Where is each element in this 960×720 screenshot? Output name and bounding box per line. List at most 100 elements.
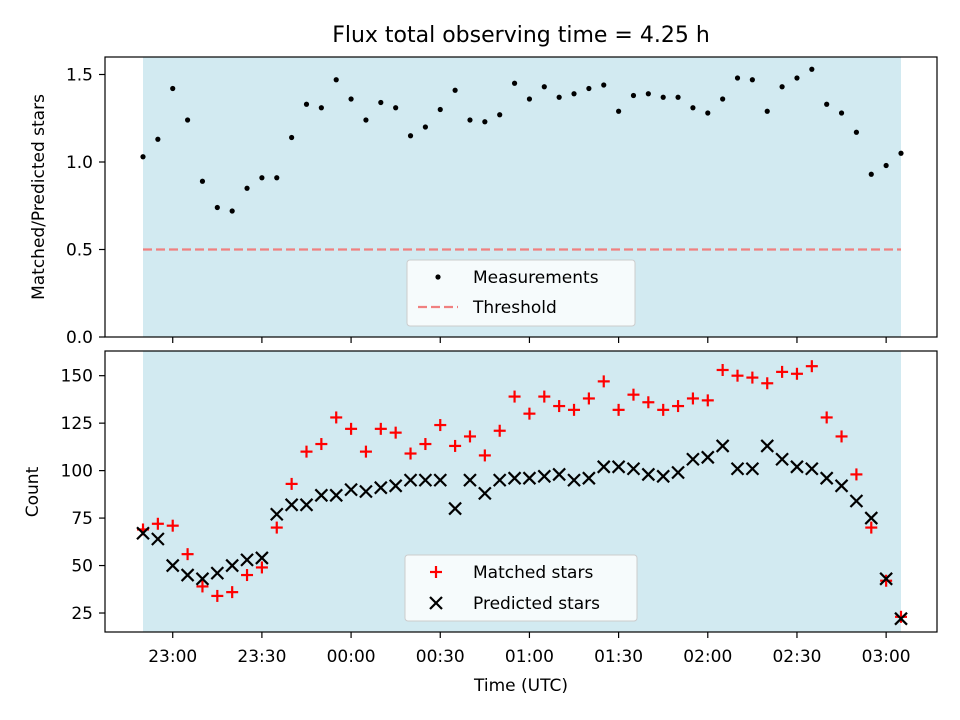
predicted-star-point bbox=[314, 488, 329, 503]
matched-star-point bbox=[419, 438, 432, 451]
measurement-point bbox=[497, 112, 503, 118]
predicted-star-point bbox=[507, 471, 522, 485]
predicted-star-point bbox=[463, 473, 477, 487]
predicted-star-point bbox=[626, 461, 641, 476]
measurement-point bbox=[660, 94, 666, 100]
predicted-star-point bbox=[656, 469, 670, 484]
predicted-star-point bbox=[552, 467, 566, 482]
x-tick-label: 02:00 bbox=[683, 647, 732, 667]
predicted-star-point bbox=[418, 473, 433, 487]
matched-star-point bbox=[166, 519, 179, 532]
top-legend: Measurements Threshold bbox=[406, 259, 636, 327]
measurement-point bbox=[318, 105, 324, 111]
matched-star-point bbox=[404, 447, 417, 460]
matched-star-point bbox=[701, 394, 714, 407]
bottom-y-axis-label: Count bbox=[23, 466, 43, 517]
matched-star-point bbox=[642, 396, 655, 409]
top-y-tick-label: 1.0 bbox=[66, 153, 93, 173]
predicted-stars-legend-marker bbox=[429, 596, 443, 610]
matched-star-point bbox=[359, 445, 372, 458]
matched-star-point bbox=[865, 521, 878, 534]
matched-star-point bbox=[761, 377, 774, 390]
measurement-point bbox=[199, 178, 206, 184]
bottom-y-tick-label: 50 bbox=[71, 557, 93, 577]
predicted-star-point bbox=[701, 450, 715, 465]
matched-star-point bbox=[300, 445, 313, 458]
predicted-star-point bbox=[344, 482, 358, 497]
top-y-tick-label: 0.0 bbox=[66, 328, 93, 348]
predicted-star-point bbox=[805, 461, 819, 476]
top-legend-box bbox=[406, 259, 636, 327]
matched-star-point bbox=[181, 548, 194, 561]
matched-stars-legend-marker bbox=[430, 566, 442, 578]
measurement-point bbox=[705, 110, 711, 116]
measurement-point bbox=[378, 99, 384, 106]
bottom-y-tick-label: 75 bbox=[71, 509, 93, 529]
top-y-tick-label: 0.5 bbox=[66, 241, 93, 261]
matched-star-point bbox=[270, 521, 283, 534]
top-y-axis-label: Matched/Predicted stars bbox=[29, 94, 49, 300]
matched-star-point bbox=[345, 422, 358, 435]
bottom-y-tick-label: 150 bbox=[61, 367, 93, 387]
measurement-point bbox=[868, 171, 874, 177]
measurement-point bbox=[690, 105, 696, 111]
measurement-point bbox=[155, 136, 161, 142]
measurement-point bbox=[482, 119, 488, 125]
predicted-star-point bbox=[775, 452, 789, 467]
matched-star-point bbox=[434, 419, 447, 432]
predicted-star-point bbox=[641, 467, 656, 482]
matched-star-point bbox=[330, 411, 343, 424]
measurement-point bbox=[437, 106, 443, 113]
measurement-point bbox=[407, 133, 414, 139]
predicted-star-point bbox=[567, 473, 581, 487]
predicted-star-point bbox=[388, 479, 403, 493]
matched-star-point bbox=[374, 422, 387, 435]
predicted-star-point bbox=[374, 480, 388, 495]
measurement-point bbox=[616, 108, 622, 114]
measurement-point bbox=[214, 204, 220, 211]
matched-star-point bbox=[672, 400, 685, 413]
matched-star-point bbox=[716, 363, 729, 376]
measurement-point bbox=[363, 117, 369, 123]
measurement-point bbox=[838, 110, 845, 116]
matched-star-point bbox=[315, 438, 328, 451]
matched-star-point bbox=[657, 403, 670, 416]
predicted-star-point bbox=[359, 484, 373, 499]
matched-star-point bbox=[508, 390, 521, 403]
predicted-star-point bbox=[403, 473, 418, 487]
measurement-point bbox=[734, 75, 741, 81]
matched-star-point bbox=[226, 586, 239, 599]
predicted-star-point bbox=[225, 558, 239, 573]
matched-star-point bbox=[255, 561, 268, 574]
measurement-point bbox=[348, 96, 354, 102]
matched-star-point bbox=[151, 517, 164, 530]
measurement-point bbox=[630, 92, 637, 99]
x-tick-label: 00:30 bbox=[416, 647, 465, 667]
bottom-legend: Matched stars Predicted stars bbox=[404, 554, 638, 622]
matched-stars-legend-label: Matched stars bbox=[473, 563, 593, 583]
predicted-star-point bbox=[492, 473, 507, 487]
predicted-star-point bbox=[582, 471, 596, 485]
measurement-point bbox=[170, 85, 176, 92]
measurement-point bbox=[809, 66, 815, 72]
matched-star-point bbox=[285, 477, 298, 490]
count-points bbox=[136, 360, 908, 626]
measurement-point bbox=[898, 150, 904, 156]
measurement-point bbox=[749, 77, 755, 83]
x-tick-label: 23:00 bbox=[148, 647, 197, 667]
predicted-star-point bbox=[448, 501, 462, 516]
predicted-star-point bbox=[596, 460, 611, 474]
measurement-point bbox=[779, 84, 785, 90]
predicted-star-point bbox=[715, 439, 730, 453]
predicted-star-point bbox=[864, 511, 879, 525]
matched-star-point bbox=[241, 569, 254, 582]
measurement-point bbox=[586, 85, 592, 92]
matched-star-point bbox=[895, 610, 907, 623]
predicted-star-point bbox=[284, 498, 299, 512]
bottom-y-ticks: 25 50 75 100 125 150 bbox=[61, 367, 105, 624]
measurement-point bbox=[274, 175, 280, 181]
measurement-point bbox=[824, 101, 830, 107]
measurement-point bbox=[289, 134, 295, 141]
matched-star-point bbox=[627, 388, 640, 401]
x-tick-label: 03:00 bbox=[862, 647, 911, 667]
